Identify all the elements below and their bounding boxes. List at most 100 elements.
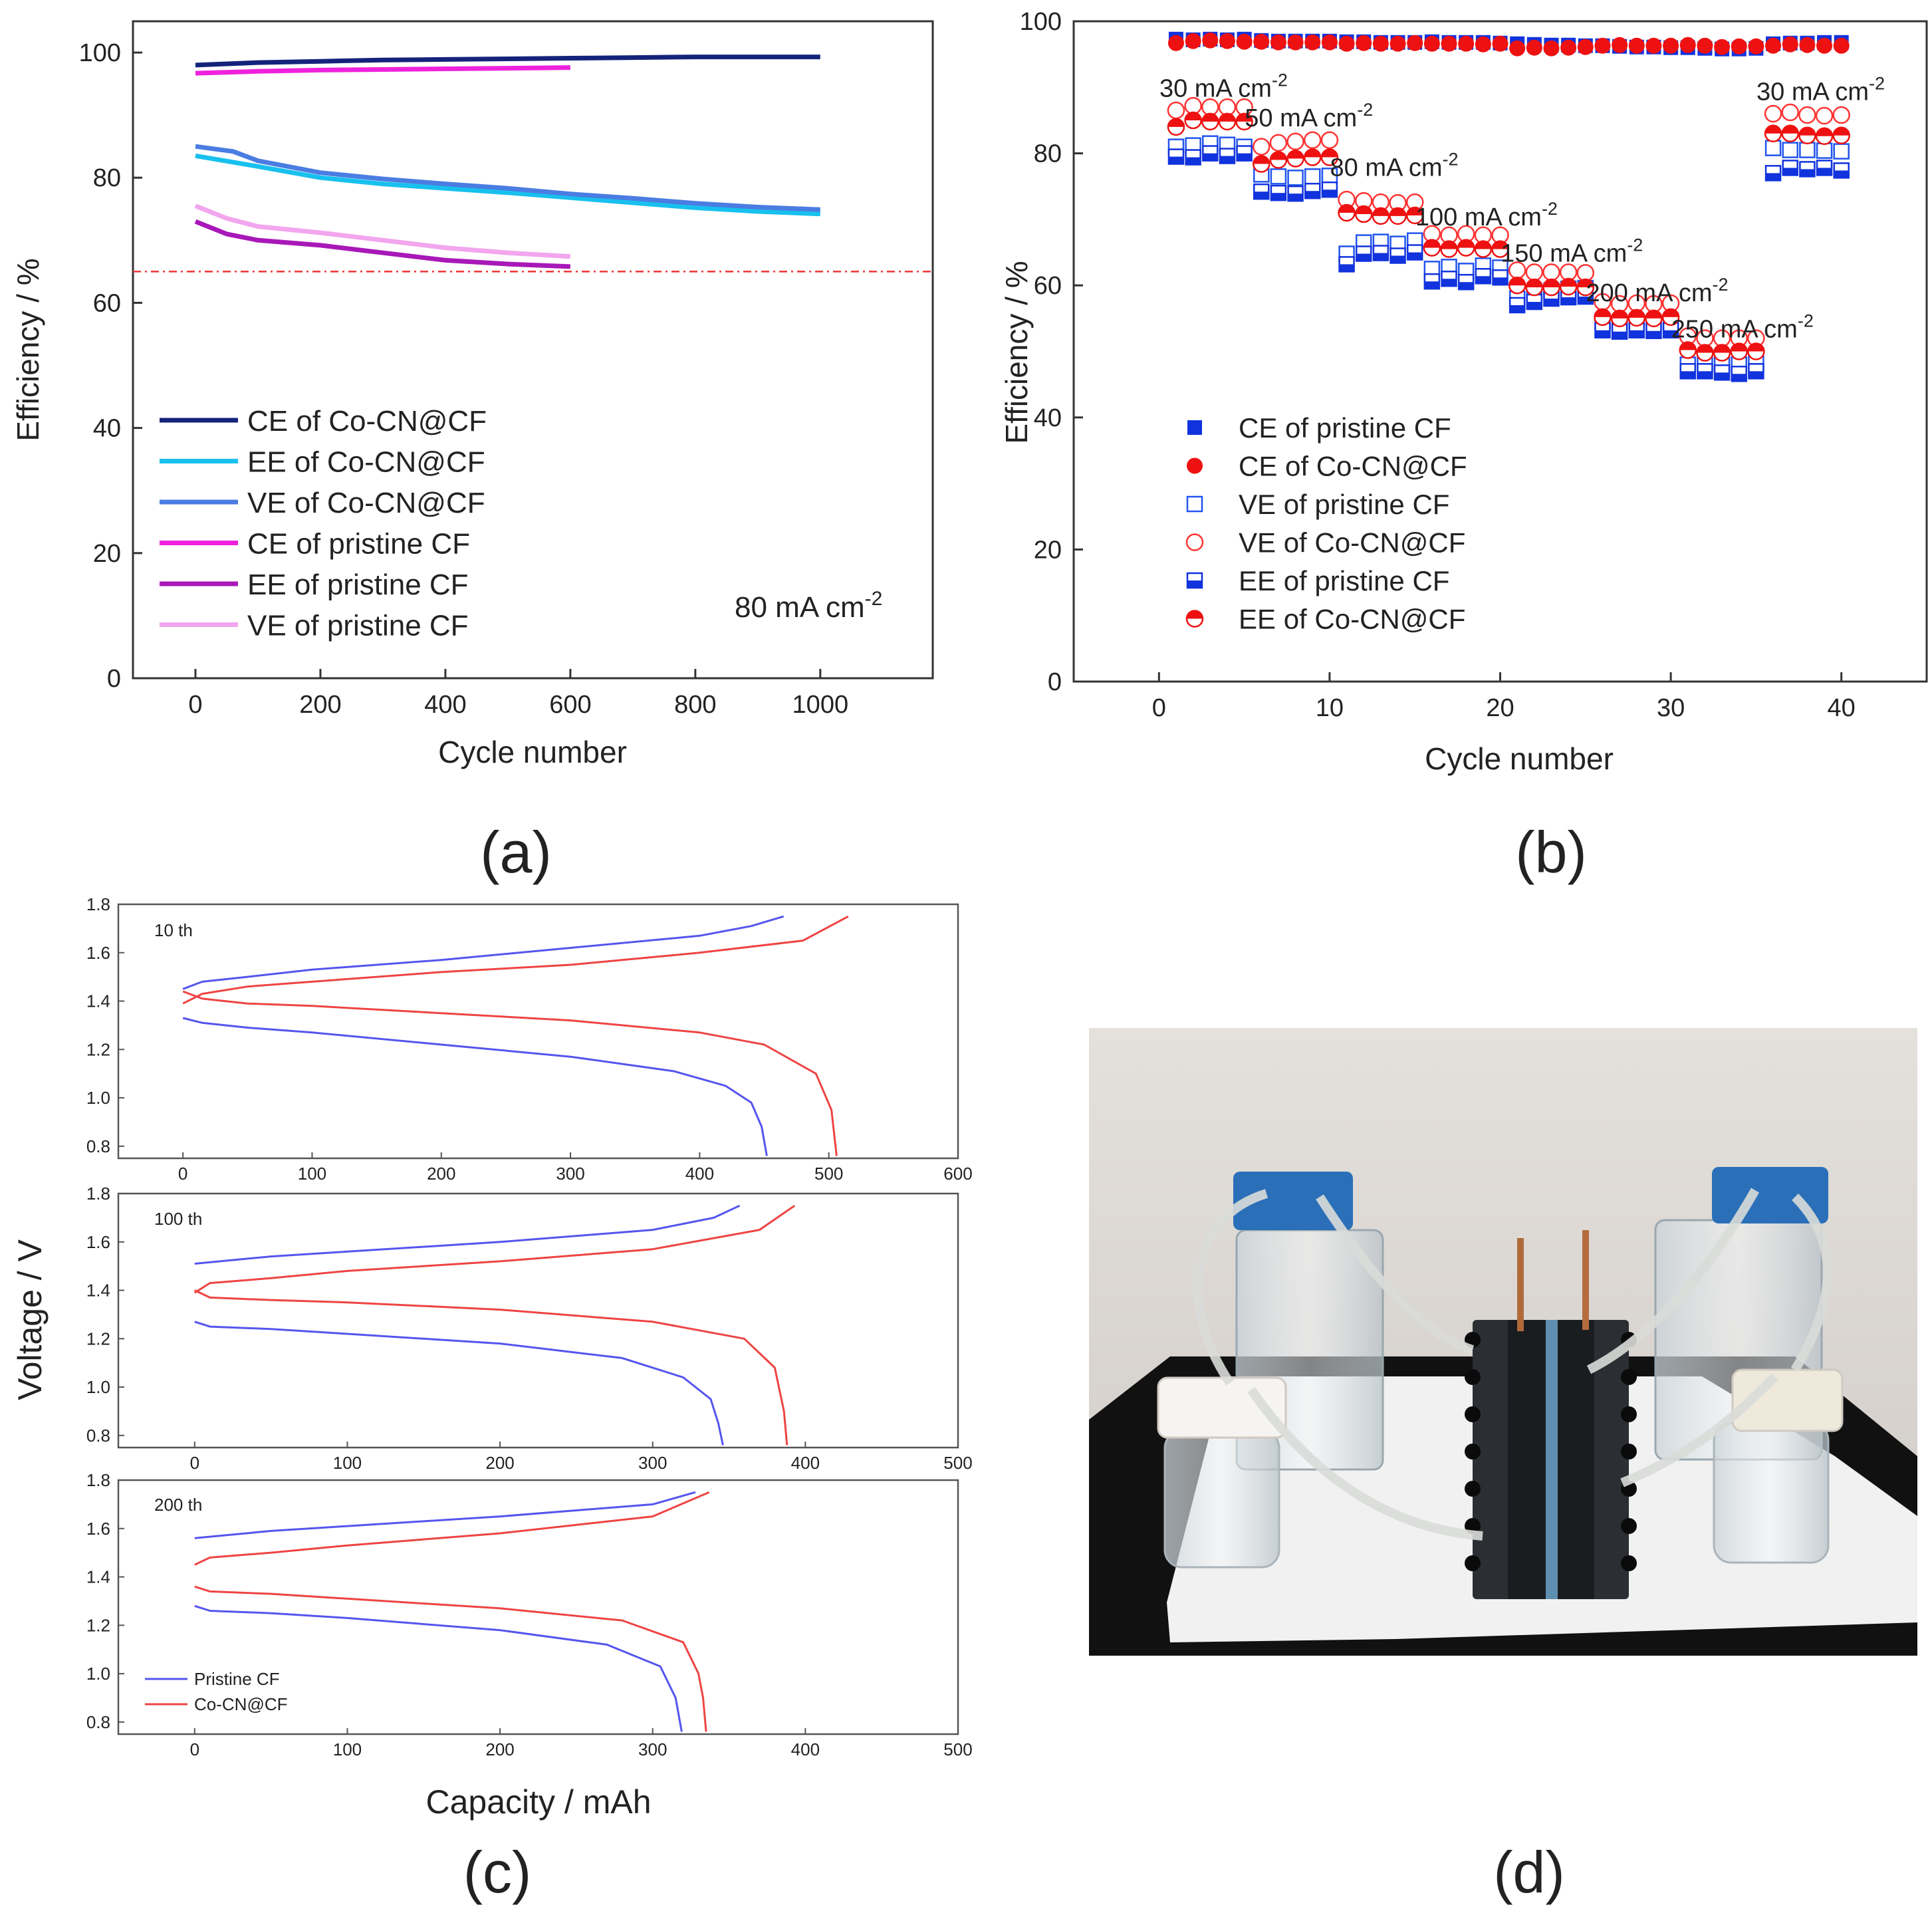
b-point-s1-c19 [1475, 36, 1491, 53]
c-ytick-label: 1.6 [86, 943, 110, 963]
b-point-s4-c40 [1833, 162, 1850, 179]
photo-copper-rod-right [1582, 1230, 1589, 1330]
b-point-s1-c7 [1270, 34, 1286, 51]
b-point-s4-c17 [1441, 271, 1457, 287]
c-xtick-label: 100 [298, 1164, 326, 1184]
b-point-s5-c23 [1542, 278, 1560, 297]
b-ytick-label: 20 [1034, 536, 1062, 564]
photo-tube-right-2 [1620, 1373, 1778, 1487]
panel-a-xlabel: Cycle number [438, 735, 627, 769]
b-point-s4-c35 [1748, 363, 1764, 380]
b-point-s3-c10 [1320, 131, 1339, 149]
c-200th-label: 200 th [154, 1495, 202, 1515]
b-xtick-label: 30 [1657, 694, 1685, 722]
b-point-s4-c4 [1219, 148, 1236, 164]
b-point-s1-c9 [1304, 34, 1321, 51]
b-legend-label-0: CE of pristine CF [1239, 412, 1451, 444]
b-point-s3-c40 [1832, 106, 1850, 124]
photo-bolt-right [1621, 1555, 1637, 1571]
b-rate-label-3: 100 mA cm-2 [1415, 199, 1558, 231]
b-point-s5-c10 [1320, 148, 1339, 166]
photo-bolt-left [1465, 1481, 1481, 1497]
b-point-s5-c28 [1628, 309, 1646, 327]
b-point-s1-c13 [1372, 35, 1389, 52]
c-100th-frame [117, 1192, 959, 1449]
panel-label-a: (a) [480, 819, 552, 885]
panel-c-xlabel: Capacity / mAh [425, 1783, 651, 1821]
b-point-s1-c16 [1423, 35, 1440, 52]
b-point-s3-c7 [1269, 134, 1288, 152]
c-ytick-label: 1.2 [86, 1615, 110, 1635]
b-point-s4-c14 [1389, 247, 1406, 264]
b-point-s3-c39 [1815, 106, 1834, 125]
b-point-s4-c18 [1457, 273, 1475, 291]
panel-d-photo [1089, 1028, 1917, 1656]
c-curve-2-2 [194, 1491, 710, 1566]
b-point-s5-c19 [1474, 240, 1493, 258]
b-legend-label-4: EE of pristine CF [1239, 565, 1449, 596]
panel-a-ylabel: Efficiency / % [11, 258, 45, 441]
b-point-s2-c8 [1287, 170, 1304, 186]
b-legend-label-1: CE of Co-CN@CF [1239, 451, 1467, 482]
b-point-s4-c34 [1731, 366, 1747, 382]
b-point-s4-c12 [1355, 245, 1372, 262]
b-point-s2-c7 [1270, 168, 1287, 185]
c-ytick-label: 1.4 [86, 1281, 110, 1301]
b-point-s1-c31 [1679, 37, 1696, 53]
b-point-s4-c22 [1526, 293, 1543, 311]
c-ytick-label: 0.8 [86, 1426, 110, 1446]
b-point-s1-c22 [1526, 39, 1542, 56]
photo-bolt-left [1465, 1444, 1481, 1460]
c-xtick-label: 0 [178, 1164, 187, 1184]
a-ytick-label: 100 [79, 39, 121, 67]
b-point-s1-c33 [1714, 39, 1731, 55]
b-point-s1-c12 [1356, 35, 1372, 51]
b-rate-label-0: 30 mA cm-2 [1159, 70, 1288, 102]
c-xtick-label: 100 [333, 1739, 362, 1759]
b-point-s4-c21 [1509, 297, 1526, 314]
b-point-s4-c5 [1236, 145, 1253, 162]
b-point-s5-c34 [1730, 342, 1748, 360]
c-ytick-label: 1.0 [86, 1377, 110, 1397]
b-xtick-label: 20 [1486, 694, 1514, 722]
photo-right-bottle [1713, 1422, 1830, 1564]
b-point-s4-c36 [1764, 165, 1782, 182]
panel-label-c: (c) [463, 1839, 532, 1905]
a-series-line-0 [195, 55, 820, 68]
b-point-s1-c30 [1663, 37, 1679, 54]
c-10th-frame [117, 903, 959, 1160]
a-series-line-4 [194, 219, 571, 269]
c-10th-curves [182, 915, 849, 1156]
c-curve-2-1 [194, 1604, 683, 1732]
a-ytick-label: 80 [93, 164, 121, 192]
a-xtick-label: 400 [424, 691, 466, 719]
b-point-s3-c8 [1286, 132, 1304, 150]
c-ytick-label: 1.0 [86, 1664, 110, 1684]
b-xtick-label: 40 [1828, 694, 1856, 722]
b-point-s1-c18 [1458, 35, 1475, 52]
photo-copper-rod-left [1517, 1238, 1524, 1331]
a-xtick-label: 0 [188, 691, 202, 719]
c-ytick-label: 1.6 [86, 1519, 110, 1539]
c-curve-2-0 [194, 1491, 696, 1539]
b-point-s5-c16 [1423, 239, 1441, 257]
c-10th-axes: 0 100 200 300 400 500 600 0.8 1.0 1.2 1.4 1.6 1.8 [86, 894, 973, 1184]
b-point-s4-c16 [1423, 273, 1441, 290]
b-rate-label-1: 50 mA cm-2 [1245, 100, 1373, 132]
c-ytick-label: 0.8 [86, 1136, 110, 1156]
b-point-s1-c23 [1543, 40, 1560, 57]
b-point-s4-c32 [1697, 363, 1713, 380]
panel-b-axes: 0 10 20 30 40 0 20 40 60 80 100 [1020, 8, 1856, 722]
b-point-s4-c39 [1816, 160, 1833, 176]
b-point-s5-c22 [1525, 278, 1544, 297]
panel-b-points [1167, 31, 1850, 382]
c-ytick-label: 1.8 [86, 1184, 110, 1204]
b-rate-label-7: 30 mA cm-2 [1756, 73, 1885, 106]
panel-b-ylabel: Efficiency / % [999, 261, 1034, 444]
b-rate-label-2: 80 mA cm-2 [1330, 149, 1459, 182]
b-point-s5-c33 [1713, 344, 1731, 362]
b-ytick-label: 60 [1034, 272, 1062, 300]
c-xtick-label: 100 [333, 1453, 362, 1473]
c-xtick-label: 300 [556, 1164, 584, 1184]
